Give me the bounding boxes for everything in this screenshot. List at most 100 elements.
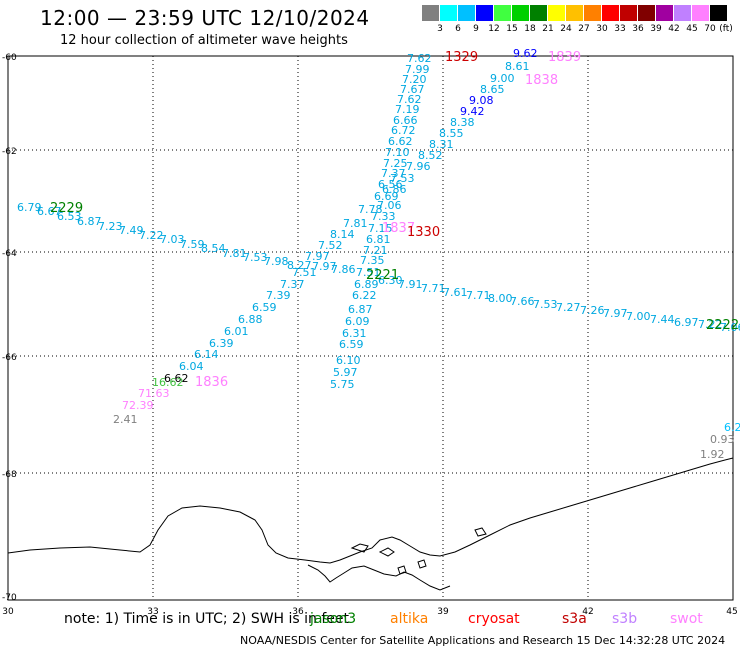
swh-value: 7.21 (363, 244, 388, 257)
swh-value: 0.93 (710, 433, 735, 446)
swh-value: 7.97 (603, 307, 628, 320)
swh-value: 6.89 (354, 278, 379, 291)
coastline (7, 457, 734, 564)
swh-value: 7.59 (180, 238, 205, 251)
swh-value: 6.62 (164, 372, 189, 385)
swh-value: 7.00 (626, 310, 651, 323)
swh-value: 7.37 (280, 278, 305, 291)
y-tick-label: -64 (2, 249, 17, 259)
colorbar-swatch (674, 5, 691, 21)
colorbar-label: (ft) (719, 24, 733, 34)
swh-value: 6.72 (391, 124, 416, 137)
swh-value: 8.61 (505, 60, 530, 73)
time-labels: 1329 1839 1838 2229 1837 1330 2221 2222 … (50, 50, 739, 390)
swh-value: 8.31 (429, 138, 454, 151)
time-label: 1839 (548, 50, 581, 65)
swh-value: 7.39 (266, 289, 291, 302)
swh-value: 7.97 (312, 260, 337, 273)
y-tick-label: -68 (2, 470, 17, 480)
time-label: 1836 (195, 375, 228, 390)
swh-value: 6.59 (252, 301, 277, 314)
swh-value: 7.25 (383, 157, 408, 170)
swh-value: 8.54 (201, 242, 226, 255)
colorbar-swatch (422, 5, 439, 21)
time-label: 2222 (706, 318, 739, 333)
colorbar-swatch (656, 5, 673, 21)
swh-value: 9.08 (469, 94, 494, 107)
colorbar-swatch (692, 5, 709, 21)
swh-value: 7.97 (305, 250, 330, 263)
track-d: 7.51 7.37 7.39 6.59 6.88 6.01 6.39 6.14 … (113, 266, 317, 426)
colorbar-swatch (566, 5, 583, 21)
swh-value: 7.49 (119, 224, 144, 237)
swh-value: 7.81 (343, 217, 368, 230)
swh-value: 71.63 (138, 387, 170, 400)
plot-frame (7, 55, 734, 601)
colorbar-label: 36 (632, 24, 644, 34)
swh-value: 7.23 (98, 220, 123, 233)
legend-sat-jason3: jason3 (310, 611, 357, 627)
x-tick-label: 39 (437, 607, 449, 617)
coastline-detail (307, 564, 451, 591)
swh-value: 6.14 (194, 348, 219, 361)
swh-value: 6.79 (17, 201, 42, 214)
colorbar-swatch (710, 5, 727, 21)
colorbar-label: 21 (542, 24, 554, 34)
swh-value: 8.65 (480, 83, 505, 96)
track-a: 7.62 7.99 7.20 7.67 7.62 7.19 6.66 6.72 … (305, 52, 432, 391)
legend-sat-s3b: s3b (612, 611, 638, 627)
swh-value: 6.67 (37, 205, 62, 218)
swh-value: 6.10 (336, 354, 361, 367)
swh-value: 7.15 (368, 222, 393, 235)
track-f: 6.2 0.93 1.92 (700, 421, 740, 461)
swh-value: 6.56 (378, 178, 403, 191)
legend-sat-altika: altika (390, 611, 429, 627)
swh-value: 8.55 (439, 127, 464, 140)
x-tick-label: 30 (2, 607, 14, 617)
track-b: 9.62 8.61 9.00 8.65 9.08 9.42 8.38 8.55 … (406, 47, 538, 173)
footer-credit: NOAA/NESDIS Center for Satellite Applica… (240, 634, 726, 647)
swh-value: 9.00 (490, 72, 515, 85)
swh-value: 7.66 (510, 295, 535, 308)
swh-value: 8.27 (287, 259, 312, 272)
colorbar-swatch (584, 5, 601, 21)
y-tick-label: -60 (2, 53, 17, 63)
swh-value: 6.69 (374, 190, 399, 203)
swh-value: 7.22 (698, 318, 723, 331)
swh-value: 7.06 (377, 199, 402, 212)
swh-value: 7.67 (400, 83, 425, 96)
colorbar-swatch (512, 5, 529, 21)
colorbar-label: 30 (596, 24, 608, 34)
swh-value: 6.01 (224, 325, 249, 338)
swh-value: 1.92 (700, 448, 725, 461)
swh-value: 7.33 (371, 210, 396, 223)
swh-value: 6.81 (366, 233, 391, 246)
swh-value: 7.53 (533, 298, 558, 311)
time-label: 2221 (366, 268, 399, 283)
coastline-islands (350, 527, 487, 575)
swh-value: 7.52 (318, 239, 343, 252)
swh-value: 7.35 (360, 254, 385, 267)
swh-value: 6.88 (238, 313, 263, 326)
page-subtitle: 12 hour collection of altimeter wave hei… (60, 33, 348, 48)
swh-value: 6.59 (339, 338, 364, 351)
colorbar-label: 24 (560, 24, 572, 34)
swh-value: 6.62 (388, 135, 413, 148)
colorbar-swatch (548, 5, 565, 21)
swh-value: 7.99 (405, 63, 430, 76)
colorbar-label: 12 (488, 24, 500, 34)
swh-value: 7.53 (243, 251, 268, 264)
x-tick-label: 36 (292, 607, 304, 617)
colorbar-label: 9 (473, 24, 479, 34)
y-tick-label: -66 (2, 353, 17, 363)
colorbar-swatch (530, 5, 547, 21)
track-e: 6.30 7.91 7.71 7.61 7.71 8.00 7.66 7.53 … (378, 274, 740, 334)
colorbar-label: 3 (437, 24, 443, 34)
swh-value: 6.04 (179, 360, 204, 373)
swh-value: 7.71 (421, 282, 446, 295)
x-tick-label: 33 (147, 607, 158, 617)
swh-value: 6.2 (724, 421, 740, 434)
colorbar-swatch (476, 5, 493, 21)
swh-value: 9.62 (513, 47, 538, 60)
colorbar-swatch (494, 5, 511, 21)
